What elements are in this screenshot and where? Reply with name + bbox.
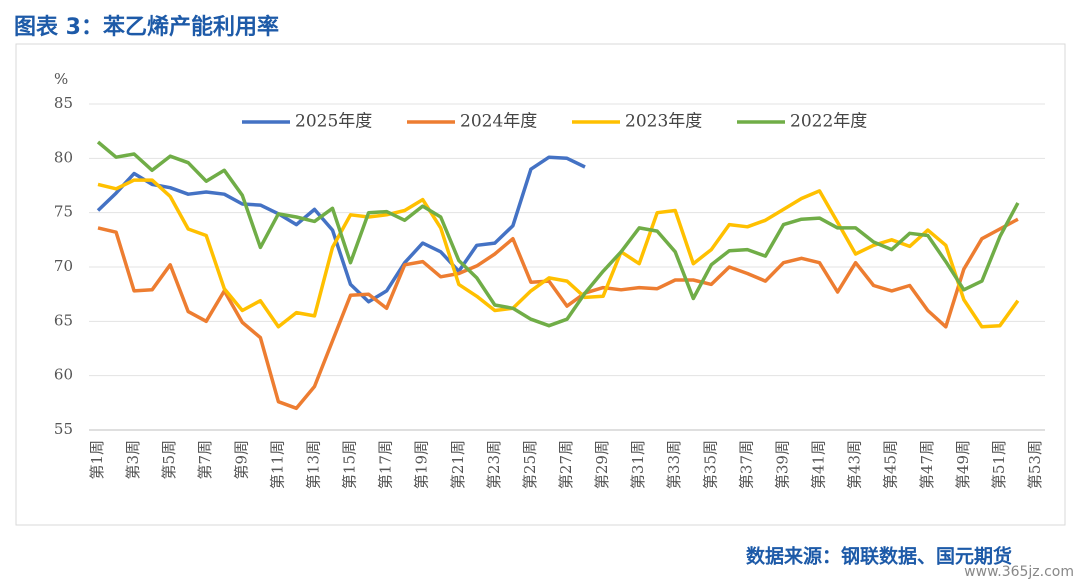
y-unit: %: [54, 70, 68, 88]
legend-label: 2022年度: [790, 112, 867, 132]
y-tick-label: 70: [54, 257, 73, 275]
x-tick-label: 第3周: [124, 440, 142, 480]
legend-label: 2025年度: [295, 112, 372, 132]
x-tick-label: 第23周: [485, 440, 503, 489]
x-tick-label: 第35周: [701, 440, 719, 489]
y-tick-label: 75: [54, 203, 73, 221]
x-tick-label: 第45周: [882, 440, 900, 489]
x-tick-label: 第27周: [557, 440, 575, 489]
x-tick-label: 第1周: [88, 440, 106, 480]
legend-label: 2024年度: [460, 112, 537, 132]
y-tick-label: 80: [54, 148, 73, 166]
x-tick-label: 第41周: [810, 440, 828, 489]
x-tick-label: 第39周: [773, 440, 791, 489]
x-tick-label: 第29周: [593, 440, 611, 489]
x-tick-label: 第9周: [232, 440, 250, 480]
series-line: [97, 217, 1019, 411]
y-tick-label: 55: [54, 420, 73, 438]
x-tick-label: 第33周: [665, 440, 683, 489]
x-tick-label: 第5周: [160, 440, 178, 480]
x-tick-label: 第21周: [449, 440, 467, 489]
x-tick-label: 第51周: [990, 440, 1008, 489]
x-tick-label: 第25周: [521, 440, 539, 489]
series-line: [97, 178, 1020, 329]
x-tick-label: 第37周: [737, 440, 755, 489]
y-tick-label: 65: [54, 311, 73, 329]
chart-title: 图表 3：苯乙烯产能利用率: [14, 14, 279, 40]
series-line: [96, 140, 1020, 328]
x-tick-label: 第7周: [196, 440, 214, 480]
x-tick-label: 第31周: [629, 440, 647, 489]
watermark: www.365jz.com: [964, 564, 1074, 580]
x-tick-label: 第43周: [846, 440, 864, 489]
x-tick-label: 第15周: [341, 440, 359, 489]
x-tick-label: 第53周: [1026, 440, 1044, 489]
legend-label: 2023年度: [625, 112, 702, 132]
x-tick-label: 第19周: [413, 440, 431, 489]
source: 数据来源：钢联数据、国元期货: [746, 545, 1012, 568]
x-tick-label: 第47周: [918, 440, 936, 489]
x-tick-label: 第13周: [304, 440, 322, 489]
series-line: [96, 155, 586, 304]
chart-frame: [15, 43, 1066, 526]
y-tick-label: 60: [54, 366, 73, 384]
x-tick-label: 第11周: [268, 440, 286, 489]
x-tick-label: 第17周: [377, 440, 395, 489]
x-tick-label: 第49周: [954, 440, 972, 489]
y-tick-label: 85: [54, 94, 73, 112]
